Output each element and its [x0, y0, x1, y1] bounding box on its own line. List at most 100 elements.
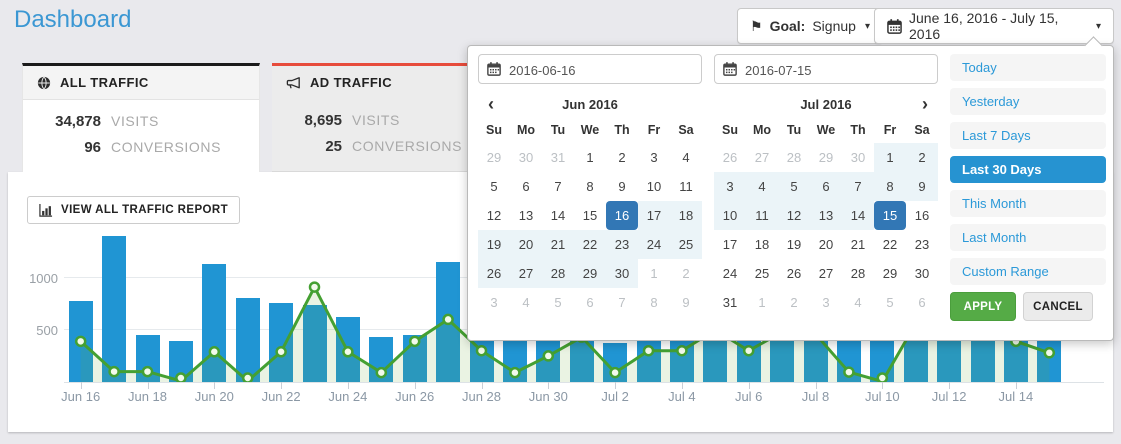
calendar-day[interactable]: 2	[790, 295, 798, 310]
preset-yesterday[interactable]: Yesterday	[950, 88, 1106, 115]
calendar-day[interactable]: 14	[550, 208, 566, 223]
chevron-right-icon[interactable]: ›	[922, 94, 928, 114]
calendar-day[interactable]: 31	[722, 295, 738, 310]
calendar-day[interactable]: 6	[586, 295, 594, 310]
calendar-day[interactable]: 7	[554, 179, 562, 194]
preset-last-7-days[interactable]: Last 7 Days	[950, 122, 1106, 149]
calendar-day[interactable]: 29	[818, 150, 834, 165]
calendar-day[interactable]: 11	[679, 179, 693, 194]
calendar-day[interactable]: 24	[722, 266, 738, 281]
calendar-day[interactable]: 5	[490, 179, 498, 194]
calendar-day[interactable]: 8	[650, 295, 658, 310]
calendar-day[interactable]: 10	[714, 201, 746, 230]
calendar-day[interactable]: 9	[682, 295, 690, 310]
view-all-traffic-report-button[interactable]: VIEW ALL TRAFFIC REPORT	[27, 196, 240, 224]
chevron-left-icon[interactable]: ‹	[488, 94, 494, 114]
end-date-input[interactable]	[743, 55, 933, 85]
calendar-day[interactable]: 14	[842, 201, 874, 230]
preset-this-month[interactable]: This Month	[950, 190, 1106, 217]
calendar-day[interactable]: 2	[906, 143, 938, 172]
calendar-day[interactable]: 2	[618, 150, 626, 165]
calendar-day[interactable]: 7	[618, 295, 626, 310]
calendar-day[interactable]: 13	[518, 208, 534, 223]
calendar-day[interactable]: 27	[754, 150, 770, 165]
calendar-day[interactable]: 30	[518, 150, 534, 165]
calendar-day[interactable]: 17	[722, 237, 738, 252]
calendar-day[interactable]: 20	[510, 230, 542, 259]
calendar-day[interactable]: 4	[682, 150, 690, 165]
date-range-button[interactable]: June 16, 2016 - July 15, 2016 ▾	[874, 8, 1114, 44]
calendar-day[interactable]: 29	[882, 266, 898, 281]
calendar-day[interactable]: 26	[722, 150, 738, 165]
calendar-day[interactable]: 15	[582, 208, 598, 223]
calendar-day[interactable]: 26	[786, 266, 802, 281]
calendar-day[interactable]: 4	[522, 295, 530, 310]
calendar-day[interactable]: 7	[842, 172, 874, 201]
calendar-day[interactable]: 22	[882, 237, 898, 252]
calendar-day[interactable]: 1	[874, 143, 906, 172]
calendar-day[interactable]: 8	[586, 179, 594, 194]
calendar-day[interactable]: 25	[670, 230, 702, 259]
calendar-day[interactable]: 27	[818, 266, 834, 281]
calendar-day[interactable]: 5	[778, 172, 810, 201]
calendar-day[interactable]: 21	[542, 230, 574, 259]
calendar-day[interactable]: 16	[914, 208, 930, 223]
calendar-day[interactable]: 4	[854, 295, 862, 310]
calendar-day[interactable]: 28	[786, 150, 802, 165]
calendar-day[interactable]: 29	[574, 259, 606, 288]
calendar-day[interactable]: 30	[914, 266, 930, 281]
calendar-day[interactable]: 23	[606, 230, 638, 259]
apply-button[interactable]: APPLY	[950, 292, 1016, 321]
tab-all-traffic[interactable]: ALL TRAFFIC 34,878 VISITS 96 CONVERSIONS	[22, 63, 260, 172]
preset-today[interactable]: Today	[950, 54, 1106, 81]
calendar-day[interactable]: 5	[554, 295, 562, 310]
calendar-day[interactable]: 28	[542, 259, 574, 288]
calendar-day[interactable]: 28	[850, 266, 866, 281]
calendar-day[interactable]: 19	[786, 237, 802, 252]
calendar-day[interactable]: 22	[574, 230, 606, 259]
calendar-day[interactable]: 6	[918, 295, 926, 310]
calendar-day[interactable]: 6	[810, 172, 842, 201]
calendar-day[interactable]: 12	[778, 201, 810, 230]
calendar-day[interactable]: 11	[746, 201, 778, 230]
calendar-day[interactable]: 19	[478, 230, 510, 259]
calendar-day-selected[interactable]: 16	[606, 201, 638, 230]
calendar-day[interactable]: 27	[510, 259, 542, 288]
calendar-day[interactable]: 30	[850, 150, 866, 165]
calendar-day[interactable]: 31	[550, 150, 566, 165]
calendar-day[interactable]: 2	[682, 266, 690, 281]
calendar-day[interactable]: 20	[818, 237, 834, 252]
goal-selector-button[interactable]: ⚑ Goal: Signup ▾	[737, 8, 883, 44]
calendar-day[interactable]: 17	[638, 201, 670, 230]
calendar-day[interactable]: 25	[754, 266, 770, 281]
calendar-day[interactable]: 18	[670, 201, 702, 230]
cancel-button[interactable]: CANCEL	[1023, 292, 1093, 321]
calendar-day[interactable]: 3	[490, 295, 498, 310]
calendar-day[interactable]: 1	[758, 295, 766, 310]
calendar-day[interactable]: 4	[746, 172, 778, 201]
calendar-day[interactable]: 3	[822, 295, 830, 310]
calendar-day[interactable]: 3	[714, 172, 746, 201]
calendar-day[interactable]: 10	[646, 179, 662, 194]
calendar-day[interactable]: 1	[586, 150, 594, 165]
calendar-day[interactable]: 13	[810, 201, 842, 230]
calendar-day[interactable]: 23	[914, 237, 930, 252]
calendar-day[interactable]: 9	[618, 179, 626, 194]
calendar-day[interactable]: 3	[650, 150, 658, 165]
preset-custom-range[interactable]: Custom Range	[950, 258, 1106, 285]
calendar-day[interactable]: 8	[874, 172, 906, 201]
calendar-day[interactable]: 6	[522, 179, 530, 194]
calendar-day[interactable]: 21	[850, 237, 866, 252]
calendar-day[interactable]: 5	[886, 295, 894, 310]
calendar-day[interactable]: 29	[486, 150, 502, 165]
calendar-day[interactable]: 9	[906, 172, 938, 201]
calendar-day[interactable]: 26	[478, 259, 510, 288]
start-date-input[interactable]	[507, 55, 697, 85]
preset-last-30-days[interactable]: Last 30 Days	[950, 156, 1106, 183]
calendar-day[interactable]: 30	[606, 259, 638, 288]
calendar-day[interactable]: 1	[650, 266, 658, 281]
preset-last-month[interactable]: Last Month	[950, 224, 1106, 251]
calendar-day[interactable]: 12	[486, 208, 502, 223]
calendar-day[interactable]: 18	[754, 237, 770, 252]
calendar-day[interactable]: 24	[638, 230, 670, 259]
